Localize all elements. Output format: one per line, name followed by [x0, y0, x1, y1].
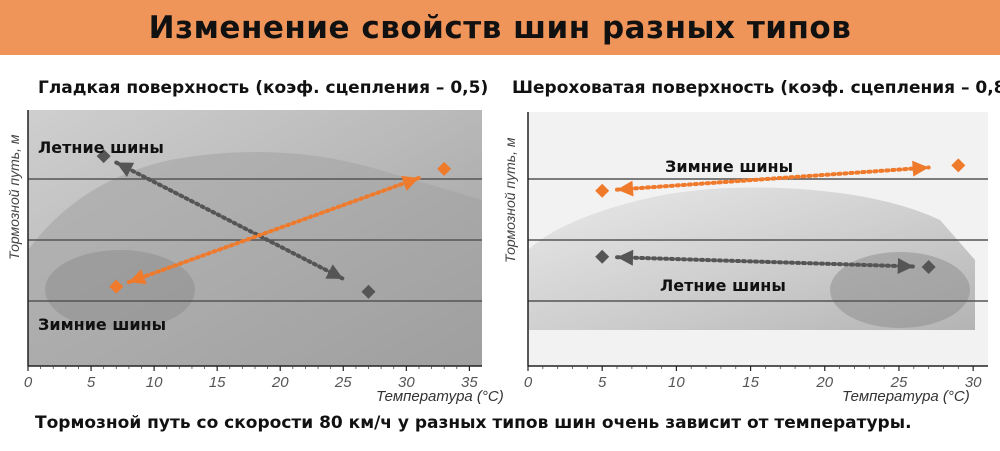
left-series-1-arrow-end [401, 175, 419, 191]
right-x-tick-label: 10 [668, 374, 685, 391]
left-series-0-arrow-end [325, 264, 344, 279]
left-chart-marks [96, 149, 452, 299]
right-series-0-point-1 [951, 158, 966, 173]
left-x-tick-label: 5 [87, 374, 96, 391]
right-x-tick-label: 20 [815, 374, 833, 391]
left-summer-label: Летние шины [38, 138, 164, 157]
left-winter-label: Зимние шины [38, 315, 166, 334]
left-series-0-point-1 [361, 284, 376, 299]
left-x-tick-label: 25 [334, 374, 352, 391]
left-panel [28, 110, 482, 366]
left-x-axis-label: Температура (°C) [376, 388, 504, 405]
right-axes: 0 5 10 15 20 25 30 [524, 112, 988, 391]
left-y-axis-label: Тормозной путь, м [6, 134, 22, 260]
right-series-0-dotted-line [615, 165, 931, 192]
right-x-tick-label: 0 [524, 374, 533, 391]
right-y-axis-label: Тормозной путь, м [502, 137, 518, 263]
right-series-1-arrow-start [617, 249, 634, 266]
title-banner: Изменение свойств шин разных типов [0, 0, 1000, 55]
left-x-tick-label: 35 [461, 374, 478, 391]
footer-caption: Тормозной путь со скорости 80 км/ч у раз… [35, 413, 912, 433]
right-x-tick-label: 15 [742, 374, 759, 391]
right-series-1-arrow-end [897, 257, 914, 274]
right-x-tick-label: 30 [965, 374, 982, 391]
left-chart-title: Гладкая поверхность (коэф. сцепления – 0… [38, 78, 489, 98]
right-chart-title: Шероховатая поверхность (коэф. сцепления… [512, 78, 1000, 98]
right-x-tick-label: 5 [598, 374, 607, 391]
right-series-1-point-1 [921, 259, 936, 274]
left-x-tick-label: 10 [146, 374, 163, 391]
right-series-0-point-0 [595, 183, 610, 198]
right-series-1-point-0 [595, 249, 610, 264]
left-x-tick-label: 30 [398, 374, 415, 391]
page-title: Изменение свойств шин разных типов [148, 9, 852, 46]
left-series-0-arrow-start [116, 162, 135, 177]
left-series-1-point-1 [437, 161, 452, 176]
right-wheel-shape [830, 252, 970, 328]
right-chart-marks [595, 158, 966, 274]
right-summer-label: Летние шины [660, 276, 786, 295]
left-x-tick-label: 0 [24, 374, 33, 391]
right-x-tick-label: 25 [890, 374, 908, 391]
right-winter-label: Зимние шины [665, 157, 793, 176]
right-series-0-arrow-end [912, 160, 929, 177]
left-series-1-dotted-line [126, 175, 421, 285]
left-series-0-dotted-line [114, 160, 346, 281]
left-series-1-point-0 [109, 279, 124, 294]
left-x-tick-label: 15 [209, 374, 226, 391]
left-series-0-point-0 [96, 149, 111, 164]
right-panel [528, 112, 988, 366]
left-series-1-arrow-start [128, 269, 147, 285]
left-x-tick-label: 20 [271, 374, 289, 391]
right-series-1-dotted-line [615, 255, 916, 269]
right-series-0-arrow-start [617, 180, 634, 197]
right-x-axis-label: Температура (°C) [842, 388, 970, 405]
